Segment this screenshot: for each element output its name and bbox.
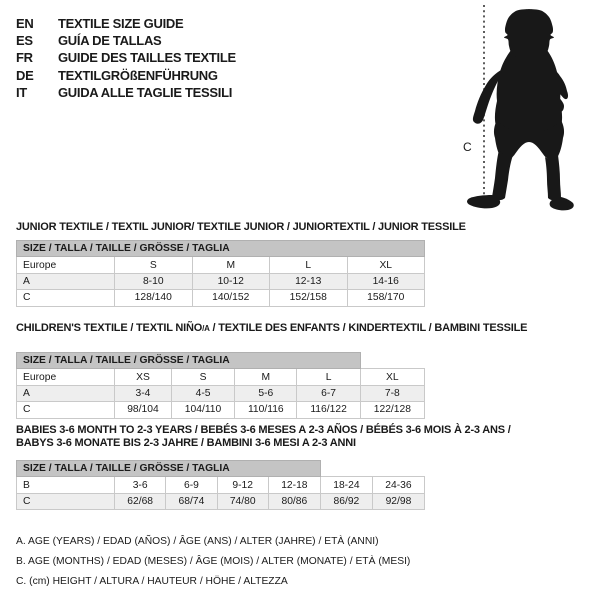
svg-text:C: C <box>463 140 472 154</box>
